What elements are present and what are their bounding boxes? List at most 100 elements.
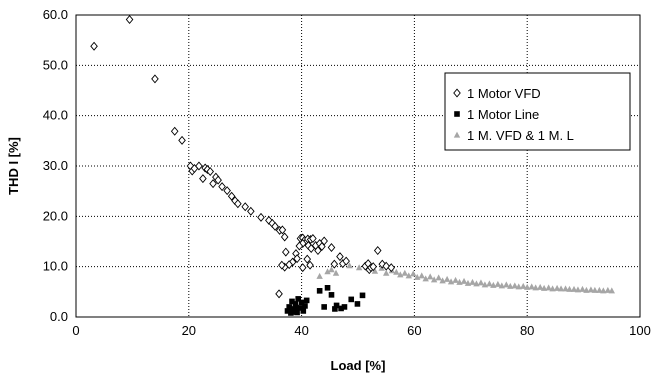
data-point bbox=[460, 277, 468, 284]
data-point bbox=[583, 286, 590, 293]
data-point bbox=[151, 74, 159, 84]
data-point bbox=[566, 285, 573, 292]
data-point bbox=[303, 297, 310, 304]
data-point bbox=[302, 303, 308, 309]
data-point bbox=[218, 182, 226, 192]
data-point bbox=[280, 232, 289, 242]
legend-label: 1 Motor Line bbox=[467, 107, 539, 122]
data-point bbox=[328, 292, 335, 298]
data-point bbox=[341, 304, 348, 310]
data-point bbox=[435, 274, 442, 281]
data-point bbox=[596, 286, 603, 293]
data-point bbox=[170, 126, 179, 136]
data-point bbox=[430, 276, 438, 283]
data-point bbox=[90, 41, 98, 51]
data-point bbox=[284, 308, 291, 314]
data-point bbox=[234, 199, 242, 209]
data-point bbox=[382, 261, 390, 271]
data-point bbox=[348, 296, 355, 303]
data-point bbox=[393, 268, 400, 275]
data-point bbox=[316, 272, 323, 279]
y-axis-title: THD I [%] bbox=[6, 137, 21, 195]
x-tick-label: 20 bbox=[182, 323, 196, 338]
data-point bbox=[511, 282, 518, 289]
data-point bbox=[333, 302, 340, 309]
data-point bbox=[298, 299, 305, 306]
data-point bbox=[515, 283, 522, 290]
data-point bbox=[320, 236, 328, 246]
data-point bbox=[405, 272, 412, 279]
x-tick-label: 40 bbox=[294, 323, 308, 338]
data-point bbox=[528, 283, 535, 290]
data-point bbox=[587, 286, 595, 293]
y-tick-label: 50.0 bbox=[43, 57, 68, 72]
data-point bbox=[443, 275, 451, 282]
data-point bbox=[477, 279, 485, 286]
data-point bbox=[545, 284, 552, 291]
data-point bbox=[422, 275, 429, 282]
data-point bbox=[294, 309, 300, 316]
data-point bbox=[507, 282, 514, 289]
data-point bbox=[295, 241, 304, 251]
y-tick-label: 30.0 bbox=[43, 158, 68, 173]
data-point bbox=[600, 287, 607, 294]
data-point bbox=[327, 243, 336, 253]
data-point bbox=[371, 267, 379, 274]
y-tick-label: 10.0 bbox=[43, 259, 68, 274]
data-point bbox=[536, 283, 544, 290]
x-tick-label: 0 bbox=[72, 323, 79, 338]
data-point bbox=[206, 167, 215, 177]
data-point bbox=[178, 135, 186, 145]
data-point bbox=[383, 269, 390, 276]
data-point bbox=[330, 259, 339, 269]
data-point bbox=[486, 280, 493, 287]
data-point bbox=[524, 283, 531, 290]
data-point bbox=[591, 286, 599, 293]
data-point bbox=[359, 292, 366, 299]
data-point bbox=[418, 272, 425, 279]
data-point bbox=[387, 263, 396, 273]
data-point bbox=[257, 212, 265, 222]
data-point bbox=[355, 264, 363, 271]
data-point bbox=[307, 244, 315, 254]
data-point bbox=[579, 285, 586, 292]
x-tick-label: 100 bbox=[629, 323, 651, 338]
data-point bbox=[562, 285, 569, 292]
data-point bbox=[309, 233, 317, 243]
data-point bbox=[452, 276, 459, 283]
data-point bbox=[328, 266, 335, 273]
data-point bbox=[332, 306, 338, 312]
data-point bbox=[125, 15, 134, 25]
data-point bbox=[570, 285, 578, 292]
data-point bbox=[324, 285, 331, 291]
data-point bbox=[241, 202, 249, 212]
legend-marker bbox=[453, 131, 461, 138]
data-point bbox=[295, 296, 302, 302]
legend-box bbox=[444, 72, 631, 151]
data-point bbox=[287, 306, 294, 312]
data-point bbox=[401, 269, 409, 276]
data-point bbox=[338, 305, 344, 312]
data-point bbox=[540, 284, 548, 291]
data-point bbox=[316, 288, 323, 294]
legend-label: 1 Motor VFD bbox=[467, 86, 541, 101]
y-tick-label: 0.0 bbox=[50, 309, 68, 324]
gridlines bbox=[76, 15, 640, 317]
data-point bbox=[557, 285, 565, 292]
data-point bbox=[447, 278, 455, 285]
legend-marker bbox=[453, 88, 461, 98]
data-point bbox=[290, 309, 296, 315]
legend-label: 1 M. VFD & 1 M. L bbox=[467, 128, 574, 143]
data-point bbox=[214, 175, 222, 185]
data-point bbox=[227, 191, 236, 201]
data-point bbox=[292, 301, 299, 307]
legend: 1 Motor VFD 1 Motor Line 1 M. VFD & 1 M. L bbox=[444, 72, 631, 151]
x-tick-label: 80 bbox=[520, 323, 534, 338]
data-point bbox=[289, 298, 295, 305]
data-point bbox=[306, 260, 314, 270]
data-point bbox=[285, 260, 293, 270]
data-point bbox=[314, 246, 322, 256]
data-point bbox=[604, 286, 612, 293]
y-tick-labels: 0.0 10.0 20.0 30.0 40.0 50.0 60.0 bbox=[43, 7, 68, 324]
data-point bbox=[336, 252, 344, 262]
